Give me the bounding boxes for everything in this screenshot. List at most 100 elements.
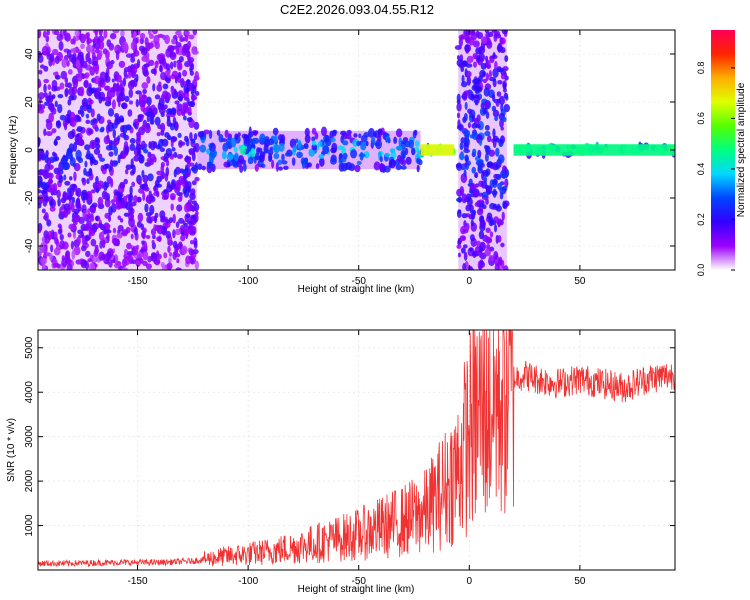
spectrogram-speckle: [54, 55, 60, 65]
spectrogram-marks: [38, 30, 675, 270]
spectrogram-speckle: [457, 196, 462, 203]
spectrogram-speckle: [123, 131, 127, 139]
spectrogram-speckle: [57, 197, 61, 207]
spectrogram-speckle: [86, 104, 92, 110]
spectrogram-speckle: [466, 160, 471, 166]
spectrogram-speckle: [57, 223, 62, 229]
colorbar-tick-label: 0.0: [696, 264, 706, 277]
spectrogram-speckle: [130, 79, 136, 87]
spectrogram-speckle: [469, 134, 475, 139]
spectrogram-speckle: [88, 88, 96, 94]
spectrogram-speckle: [187, 199, 193, 205]
x-tick-label: -150: [128, 276, 148, 287]
spectrogram-speckle: [400, 165, 407, 170]
spectrogram-speckle: [146, 96, 152, 106]
spectrogram-speckle: [291, 157, 296, 166]
spectrogram-speckle: [147, 173, 154, 182]
spectrogram-speckle: [375, 139, 382, 150]
spectrogram-speckle: [151, 239, 155, 245]
spectrogram-speckle: [143, 69, 149, 77]
spectrogram-speckle: [315, 163, 320, 170]
spectrogram-speckle: [99, 157, 106, 162]
spectrogram-speckle: [178, 141, 186, 146]
spectrogram-speckle: [85, 235, 91, 242]
spectrogram-speckle: [177, 30, 182, 38]
spectrogram-speckle: [66, 60, 70, 67]
spectrogram-speckle: [387, 138, 391, 144]
spectrogram-speckle: [136, 148, 142, 157]
spectrogram-speckle: [454, 45, 462, 51]
spectrogram-speckle: [488, 149, 496, 157]
spectrogram-speckle: [184, 227, 190, 237]
spectrogram-speckle: [144, 181, 148, 187]
spectrogram-speckle: [485, 145, 490, 153]
spectrogram-speckle: [189, 162, 195, 167]
spectrogram-speckle: [475, 183, 479, 188]
spectrogram-speckle: [154, 116, 161, 126]
spectrogram-speckle: [230, 137, 237, 148]
spectrogram-speckle: [176, 154, 184, 160]
spectrogram-speckle: [502, 66, 509, 72]
spectrogram-speckle: [474, 99, 479, 106]
spectrogram-speckle: [83, 73, 87, 79]
spectrogram-speckle: [226, 142, 232, 148]
spectrogram-speckle: [165, 218, 170, 224]
spectrogram-speckle: [484, 124, 490, 131]
spectrogram-speckle: [95, 143, 101, 150]
spectrogram-speckle: [124, 95, 130, 103]
spectrogram-speckle: [500, 126, 504, 131]
spectrogram-speckle: [501, 211, 505, 221]
spectrogram-speckle: [46, 95, 54, 104]
spectrogram-speckle: [189, 230, 196, 236]
spectrogram-speckle: [88, 262, 96, 270]
spectrogram-speckle: [170, 88, 175, 94]
snr-series-line: [38, 330, 675, 568]
spectrogram-speckle: [365, 140, 369, 147]
spectrogram-speckle: [149, 153, 156, 161]
spectrogram-speckle: [49, 53, 55, 62]
spectrogram-speckle: [76, 236, 81, 246]
figure-title: C2E2.2026.093.04.55.R12: [280, 2, 434, 17]
spectrogram-speckle: [168, 217, 174, 224]
spectrogram-speckle: [69, 183, 77, 190]
spectrogram-speckle: [108, 139, 113, 146]
spectrogram-speckle: [484, 130, 491, 137]
spectrogram-speckle: [139, 184, 146, 189]
spectrogram-speckle: [97, 180, 104, 186]
y-tick-label: 3000: [24, 425, 35, 448]
spectrogram-speckle: [86, 36, 90, 46]
spectrogram-speckle: [172, 240, 178, 249]
spectrogram-speckle: [116, 232, 123, 239]
spectrogram-speckle: [471, 123, 478, 129]
spectrogram-speckle: [145, 111, 151, 117]
spectrogram-speckle: [379, 162, 384, 173]
spectrogram-speckle: [160, 122, 166, 133]
spectrogram-speckle: [49, 206, 56, 212]
spectrogram-speckle: [161, 171, 166, 179]
spectrogram-speckle: [273, 144, 280, 154]
colorbar-gradient: [711, 30, 735, 270]
spectrogram-speckle: [176, 102, 180, 113]
spectrogram-speckle: [165, 166, 170, 177]
spectrogram-speckle: [43, 78, 50, 84]
spectrogram-speckle: [56, 33, 64, 42]
spectrogram-speckle: [41, 208, 46, 214]
spectrogram-speckle: [62, 210, 67, 218]
spectrogram-speckle: [273, 153, 280, 160]
spectrogram-speckle: [100, 184, 104, 189]
spectrogram-speckle: [210, 149, 217, 158]
spectrogram-speckle: [234, 152, 239, 162]
spectrogram-speckle: [292, 145, 297, 153]
spectrogram-speckle: [190, 88, 195, 95]
spectrogram-speckle: [457, 252, 461, 258]
spectrogram-speckle: [469, 189, 474, 194]
spectrogram-speckle: [468, 93, 475, 100]
spectrogram-speckle: [88, 57, 92, 65]
spectrogram-speckle: [485, 168, 491, 176]
spectrogram-speckle: [505, 95, 509, 101]
spectrogram-speckle: [178, 217, 185, 224]
spectrogram-speckle: [462, 228, 469, 234]
x-tick-label: -50: [351, 576, 366, 587]
spectrogram-speckle: [168, 252, 173, 257]
